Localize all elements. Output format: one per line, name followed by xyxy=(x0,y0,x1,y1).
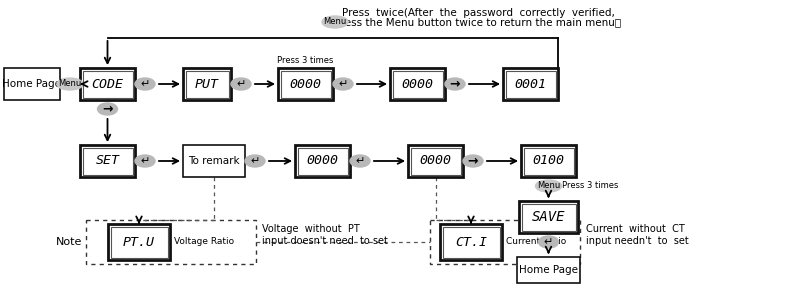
Ellipse shape xyxy=(135,78,155,90)
Text: Press  twice(After  the  password  correctly  verified,: Press twice(After the password correctly… xyxy=(342,8,614,18)
FancyBboxPatch shape xyxy=(80,68,135,100)
FancyBboxPatch shape xyxy=(110,227,167,257)
FancyBboxPatch shape xyxy=(410,147,461,175)
Text: ↵: ↵ xyxy=(355,156,365,166)
FancyBboxPatch shape xyxy=(80,145,135,177)
Ellipse shape xyxy=(98,103,118,115)
Text: CT.I: CT.I xyxy=(455,236,487,248)
FancyBboxPatch shape xyxy=(298,147,347,175)
Text: PUT: PUT xyxy=(195,77,219,91)
FancyBboxPatch shape xyxy=(82,147,133,175)
Text: Current  without  CT: Current without CT xyxy=(586,224,685,234)
Text: input doesn't need  to set: input doesn't need to set xyxy=(262,236,388,246)
Text: ↵: ↵ xyxy=(250,156,260,166)
Ellipse shape xyxy=(333,78,353,90)
Text: PT.U: PT.U xyxy=(123,236,155,248)
FancyBboxPatch shape xyxy=(108,224,170,260)
Text: 0000: 0000 xyxy=(419,155,451,167)
Text: Voltage  without  PT: Voltage without PT xyxy=(262,224,360,234)
FancyBboxPatch shape xyxy=(440,224,502,260)
Text: 0001: 0001 xyxy=(514,77,546,91)
Text: Current Ratio: Current Ratio xyxy=(506,237,566,246)
FancyBboxPatch shape xyxy=(393,71,442,97)
Text: Home Page: Home Page xyxy=(2,79,62,89)
FancyBboxPatch shape xyxy=(295,145,350,177)
Text: SAVE: SAVE xyxy=(532,210,566,224)
Text: Menu: Menu xyxy=(58,80,82,89)
Text: →: → xyxy=(468,155,478,167)
Ellipse shape xyxy=(135,155,155,167)
FancyBboxPatch shape xyxy=(506,71,555,97)
FancyBboxPatch shape xyxy=(82,71,133,97)
Text: Press 3 times: Press 3 times xyxy=(562,181,619,190)
Ellipse shape xyxy=(350,155,370,167)
Text: press the Menu button twice to return the main menu）: press the Menu button twice to return th… xyxy=(334,18,622,28)
FancyBboxPatch shape xyxy=(442,227,499,257)
Ellipse shape xyxy=(231,78,251,90)
Text: 0000: 0000 xyxy=(306,155,338,167)
Text: ↵: ↵ xyxy=(236,79,246,89)
Ellipse shape xyxy=(538,236,558,248)
Ellipse shape xyxy=(535,180,562,192)
Ellipse shape xyxy=(57,78,83,90)
FancyBboxPatch shape xyxy=(408,145,463,177)
FancyBboxPatch shape xyxy=(523,147,574,175)
Text: 0000: 0000 xyxy=(290,77,322,91)
Ellipse shape xyxy=(463,155,483,167)
FancyBboxPatch shape xyxy=(519,201,578,233)
Text: Home Page: Home Page xyxy=(519,265,578,275)
Text: →: → xyxy=(450,77,460,91)
Text: 0000: 0000 xyxy=(402,77,434,91)
Text: →: → xyxy=(102,103,113,115)
Text: ↵: ↵ xyxy=(338,79,348,89)
FancyBboxPatch shape xyxy=(183,145,245,177)
Text: ↵: ↵ xyxy=(140,79,150,89)
FancyBboxPatch shape xyxy=(522,204,575,231)
Text: input needn't  to  set: input needn't to set xyxy=(586,236,689,246)
FancyBboxPatch shape xyxy=(278,68,333,100)
Text: Menu: Menu xyxy=(537,181,560,190)
Text: Press 3 times: Press 3 times xyxy=(278,56,334,65)
Text: Voltage Ratio: Voltage Ratio xyxy=(174,237,234,246)
FancyBboxPatch shape xyxy=(521,145,576,177)
FancyBboxPatch shape xyxy=(281,71,330,97)
FancyBboxPatch shape xyxy=(503,68,558,100)
FancyBboxPatch shape xyxy=(4,68,60,100)
Text: CODE: CODE xyxy=(91,77,123,91)
FancyBboxPatch shape xyxy=(86,220,256,264)
FancyBboxPatch shape xyxy=(430,220,580,264)
FancyBboxPatch shape xyxy=(186,71,229,97)
Text: Menu: Menu xyxy=(323,18,346,27)
Text: 0100: 0100 xyxy=(533,155,565,167)
FancyBboxPatch shape xyxy=(517,257,580,283)
Text: To remark: To remark xyxy=(188,156,240,166)
Ellipse shape xyxy=(445,78,465,90)
Text: ↵: ↵ xyxy=(544,237,553,247)
Text: ↵: ↵ xyxy=(140,156,150,166)
Text: SET: SET xyxy=(95,155,119,167)
Ellipse shape xyxy=(245,155,265,167)
FancyBboxPatch shape xyxy=(390,68,445,100)
FancyBboxPatch shape xyxy=(183,68,231,100)
Text: Note: Note xyxy=(56,237,82,247)
Ellipse shape xyxy=(322,16,348,28)
